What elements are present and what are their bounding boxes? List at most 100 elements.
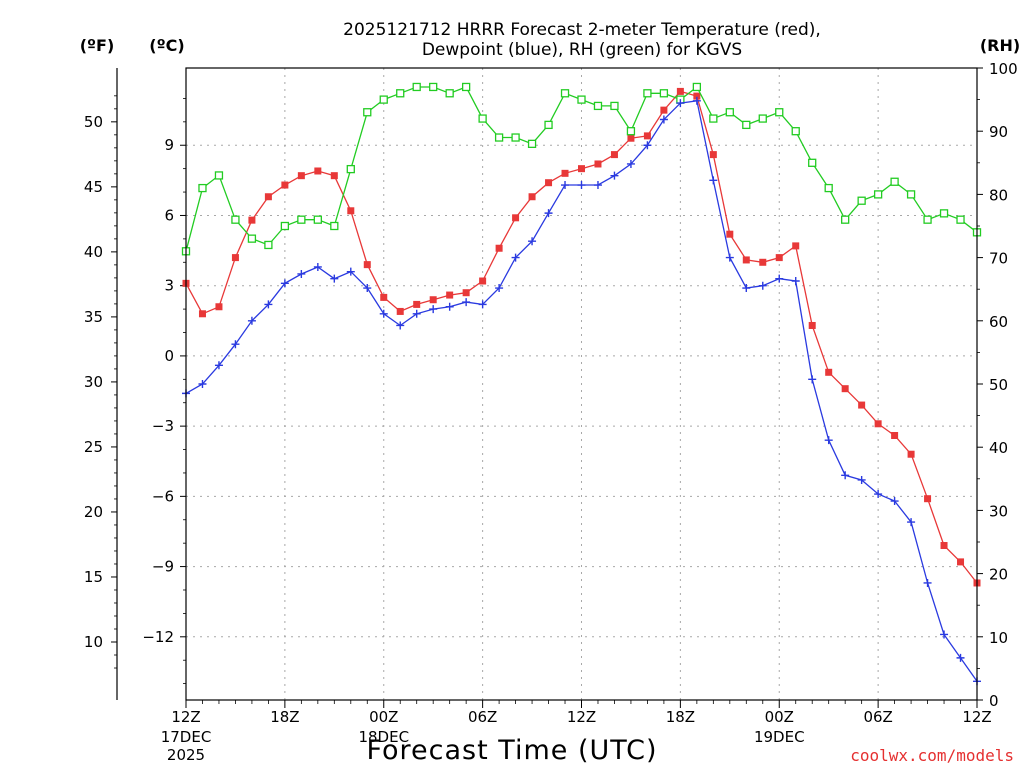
rh-tick-label: 70	[989, 250, 1008, 268]
rh-point	[709, 114, 718, 123]
dewpoint-point	[280, 279, 289, 288]
rh-tick-label: 0	[989, 692, 999, 710]
temperature-point	[726, 230, 734, 238]
rh-point	[890, 177, 899, 186]
fahrenheit-tick-label: 10	[84, 633, 103, 651]
temperature-point	[858, 401, 866, 409]
temperature-point	[874, 420, 882, 428]
chart-title-line-1: 2025121712 HRRR Forecast 2-meter Tempera…	[343, 20, 821, 40]
rh-point	[643, 89, 652, 98]
celsius-tick-label: 3	[164, 277, 174, 295]
time-tick-label: 18Z	[666, 708, 695, 726]
rh-tick-label: 50	[989, 376, 1008, 394]
dewpoint-point	[808, 375, 817, 384]
rh-point	[429, 82, 438, 92]
fahrenheit-axis: 50 45 40 35 30 25 20 15 10	[84, 95, 117, 669]
temperature-point	[446, 291, 454, 299]
dewpoint-point	[577, 181, 586, 190]
temperature-point	[940, 542, 948, 550]
temperature-point	[479, 277, 487, 285]
rh-point	[626, 127, 636, 136]
temperature-point	[528, 193, 536, 201]
rh-point	[461, 82, 471, 92]
temperature-point	[330, 172, 338, 180]
dewpoint-point	[593, 181, 602, 190]
temperature-point	[561, 169, 569, 177]
dewpoint-point	[874, 490, 883, 499]
rh-tick-label: 90	[989, 123, 1008, 141]
dewpoint-point	[956, 653, 965, 662]
dewpoint-point	[692, 96, 701, 105]
rh-tick-label: 80	[989, 186, 1008, 204]
dewpoint-point	[561, 181, 570, 190]
temperature-point	[363, 261, 371, 269]
temperature-point	[281, 181, 289, 189]
dewpoint-point	[824, 436, 833, 445]
rh-point	[659, 89, 669, 98]
temperature-point	[775, 254, 783, 262]
rh-point	[264, 240, 273, 250]
dewpoint-point	[742, 284, 751, 293]
rh-point	[923, 215, 932, 224]
rh-tick-label: 60	[989, 313, 1008, 331]
celsius-tick-label: −3	[152, 417, 174, 435]
dewpoint-point	[445, 302, 454, 311]
rh-point	[956, 215, 965, 224]
temperature-point	[215, 303, 223, 311]
rh-point	[560, 89, 570, 98]
time-tick-label: 00Z	[369, 708, 398, 726]
temperature-point	[676, 87, 684, 95]
dewpoint-point	[297, 269, 306, 278]
temperature-point	[825, 368, 833, 376]
rh-point	[379, 95, 388, 104]
rh-point	[214, 171, 224, 180]
temperature-point	[248, 216, 256, 224]
rh-point	[775, 108, 784, 117]
rh-point	[593, 101, 603, 111]
temperature-point	[660, 106, 668, 114]
rh-point	[280, 221, 290, 231]
dewpoint-point	[709, 176, 718, 185]
rh-point	[692, 82, 702, 92]
dewpoint-series	[182, 96, 981, 686]
dewpoint-point	[940, 630, 949, 639]
temperature-point	[429, 296, 437, 304]
temperature-point	[231, 254, 239, 262]
dewpoint-point	[198, 380, 207, 388]
rh-point	[412, 82, 421, 92]
temperature-point	[693, 92, 701, 100]
dewpoint-point	[643, 141, 652, 150]
temperature-point	[957, 558, 965, 566]
rh-point	[742, 120, 751, 130]
time-tick-label: 12Z	[567, 708, 596, 726]
dewpoint-point	[775, 274, 784, 283]
rh-point	[313, 215, 322, 224]
fahrenheit-tick-label: 35	[84, 308, 103, 326]
celsius-tick-label: 0	[164, 347, 174, 365]
rh-tick-label: 20	[989, 566, 1008, 584]
fahrenheit-tick-label: 25	[84, 438, 103, 456]
dewpoint-point	[626, 159, 635, 168]
dewpoint-point	[396, 321, 405, 330]
dewpoint-point	[511, 253, 520, 262]
temperature-point	[413, 300, 421, 308]
year-label: 2025	[167, 746, 205, 764]
temperature-point	[742, 256, 750, 264]
gridlines	[186, 68, 977, 700]
rh-tick-label: 100	[989, 60, 1018, 78]
dewpoint-point	[528, 237, 537, 246]
temperature-point	[198, 310, 206, 318]
date-label: 19DEC	[754, 728, 805, 746]
time-tick-label: 12Z	[171, 708, 200, 726]
dewpoint-point	[659, 115, 668, 124]
chart-title-line-2: Dewpoint (blue), RH (green) for KGVS	[422, 40, 742, 60]
x-axis-title: Forecast Time (UTC)	[366, 735, 657, 766]
dewpoint-point	[412, 309, 421, 318]
temperature-point	[347, 207, 355, 215]
rh-point	[824, 183, 833, 193]
dewpoint-point	[676, 99, 685, 108]
temperature-point	[462, 289, 470, 297]
celsius-axis: 9 6 3 0 −3 −6 −9 −12	[142, 98, 186, 685]
time-tick-label: 18Z	[270, 708, 299, 726]
temperature-point	[759, 258, 767, 266]
